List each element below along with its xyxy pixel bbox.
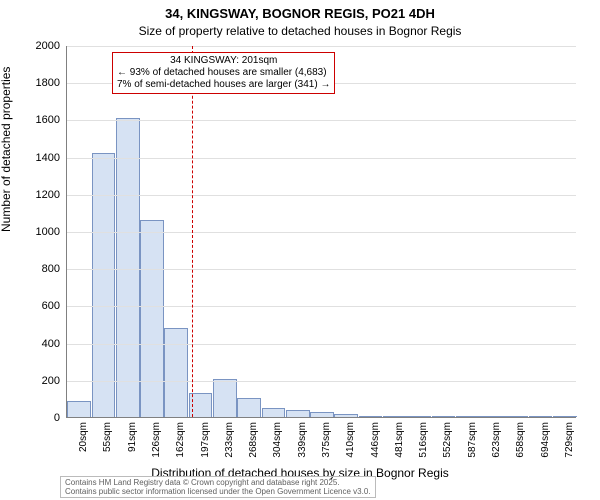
x-tick: 375sqm — [321, 422, 332, 470]
footer-attribution: Contains HM Land Registry data © Crown c… — [60, 476, 376, 498]
x-tick: 304sqm — [272, 422, 283, 470]
bar — [504, 416, 528, 417]
bar — [92, 153, 116, 417]
x-tick: 268sqm — [248, 422, 259, 470]
chart-title-sub: Size of property relative to detached ho… — [0, 22, 600, 42]
x-tick: 694sqm — [540, 422, 551, 470]
x-tick: 233sqm — [224, 422, 235, 470]
x-tick: 126sqm — [151, 422, 162, 470]
plot-area — [66, 46, 576, 418]
bar — [480, 416, 504, 417]
y-tick: 800 — [24, 263, 60, 275]
x-tick: 658sqm — [515, 422, 526, 470]
y-tick: 2000 — [24, 40, 60, 52]
bar — [310, 412, 334, 417]
y-axis-label: Number of detached properties — [0, 67, 13, 232]
bar — [529, 416, 553, 417]
bar — [262, 408, 286, 417]
x-tick: 20sqm — [78, 422, 89, 470]
bar — [237, 398, 261, 417]
bar — [116, 118, 140, 417]
x-tick: 481sqm — [394, 422, 405, 470]
gridline — [67, 120, 576, 121]
gridline — [67, 195, 576, 196]
bar — [359, 416, 383, 417]
x-tick: 552sqm — [442, 422, 453, 470]
bar — [553, 416, 577, 417]
annotation-line2: 7% of semi-detached houses are larger (3… — [117, 79, 330, 91]
y-tick: 400 — [24, 338, 60, 350]
gridline — [67, 158, 576, 159]
gridline — [67, 46, 576, 47]
bar — [383, 416, 407, 417]
x-tick: 410sqm — [345, 422, 356, 470]
x-tick: 587sqm — [467, 422, 478, 470]
x-tick: 729sqm — [564, 422, 575, 470]
bar — [213, 379, 237, 417]
y-tick: 1000 — [24, 226, 60, 238]
bar — [286, 410, 310, 417]
bar — [456, 416, 480, 417]
bar — [407, 416, 431, 417]
y-tick: 0 — [24, 412, 60, 424]
chart-title-main: 34, KINGSWAY, BOGNOR REGIS, PO21 4DH — [0, 0, 600, 22]
gridline — [67, 344, 576, 345]
gridline — [67, 232, 576, 233]
x-tick: 623sqm — [491, 422, 502, 470]
reference-line-mark — [192, 46, 193, 417]
annotation-line1: ← 93% of detached houses are smaller (4,… — [117, 67, 330, 79]
gridline — [67, 269, 576, 270]
x-tick: 339sqm — [297, 422, 308, 470]
y-tick: 1200 — [24, 189, 60, 201]
y-tick: 1600 — [24, 114, 60, 126]
y-tick: 1800 — [24, 77, 60, 89]
x-tick: 55sqm — [102, 422, 113, 470]
x-tick: 91sqm — [127, 422, 138, 470]
x-tick: 162sqm — [175, 422, 186, 470]
y-tick: 200 — [24, 375, 60, 387]
bar — [432, 416, 456, 417]
x-tick: 197sqm — [200, 422, 211, 470]
x-tick: 446sqm — [370, 422, 381, 470]
x-tick: 516sqm — [418, 422, 429, 470]
gridline — [67, 306, 576, 307]
y-tick: 600 — [24, 300, 60, 312]
bar — [334, 414, 358, 417]
gridline — [67, 381, 576, 382]
annotation-box: 34 KINGSWAY: 201sqm ← 93% of detached ho… — [112, 52, 335, 94]
footer-line1: Contains HM Land Registry data © Crown c… — [65, 478, 371, 487]
footer-line2: Contains public sector information licen… — [65, 487, 371, 496]
bar — [164, 328, 188, 417]
chart-container: 34, KINGSWAY, BOGNOR REGIS, PO21 4DH Siz… — [0, 0, 600, 500]
annotation-title: 34 KINGSWAY: 201sqm — [117, 55, 330, 67]
bar — [140, 220, 164, 417]
y-tick: 1400 — [24, 152, 60, 164]
bar — [67, 401, 91, 417]
